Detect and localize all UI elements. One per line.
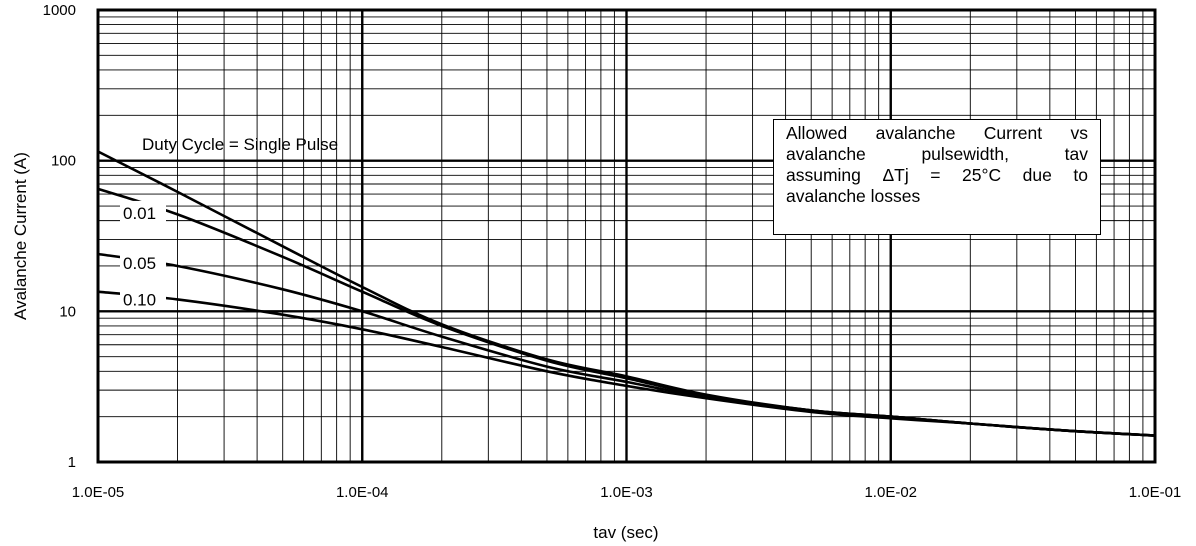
note-line-1: Allowed avalanche Current vs [786, 123, 1088, 143]
series-label-background [120, 287, 166, 310]
series-label-group: 0.01 0.05 0.10 [120, 200, 166, 310]
x-tick-label: 1.0E-02 [864, 484, 917, 501]
x-tick-label: 1.0E-03 [600, 484, 653, 501]
y-tick-label: 100 [51, 153, 76, 170]
note-line-2: avalanche pulsewidth, tav [786, 144, 1088, 164]
y-tick-label: 1 [68, 454, 76, 471]
series-line-0-10 [96, 290, 1157, 437]
plot-area-frame [96, 8, 1157, 464]
series-label-0-05: 0.05 [123, 254, 156, 273]
y-tick-labels: 1 10 100 1000 [43, 2, 76, 471]
note-line-3: assuming ΔTj = 25°C due to [786, 165, 1088, 185]
series-label-0-01: 0.01 [123, 204, 156, 223]
y-tick-label: 1000 [43, 2, 76, 19]
duty-cycle-annotation: Duty Cycle = Single Pulse [142, 135, 338, 154]
major-grid [96, 8, 1157, 464]
series-label-background [120, 250, 166, 273]
x-tick-label: 1.0E-05 [72, 484, 125, 501]
conditions-note-box: Allowed avalanche Current vs avalanche p… [773, 119, 1101, 235]
x-tick-labels: 1.0E-05 1.0E-04 1.0E-03 1.0E-02 1.0E-01 [72, 484, 1182, 501]
x-tick-label: 1.0E-01 [1129, 484, 1182, 501]
y-axis-title: Avalanche Current (A) [11, 152, 30, 320]
x-tick-label: 1.0E-04 [336, 484, 389, 501]
x-axis-title: tav (sec) [593, 523, 658, 542]
y-tick-label: 10 [59, 303, 76, 320]
series-label-background [120, 200, 166, 223]
series-label-0-10: 0.10 [123, 290, 156, 309]
note-line-4: avalanche losses [786, 186, 921, 206]
series-lines [96, 150, 1157, 437]
